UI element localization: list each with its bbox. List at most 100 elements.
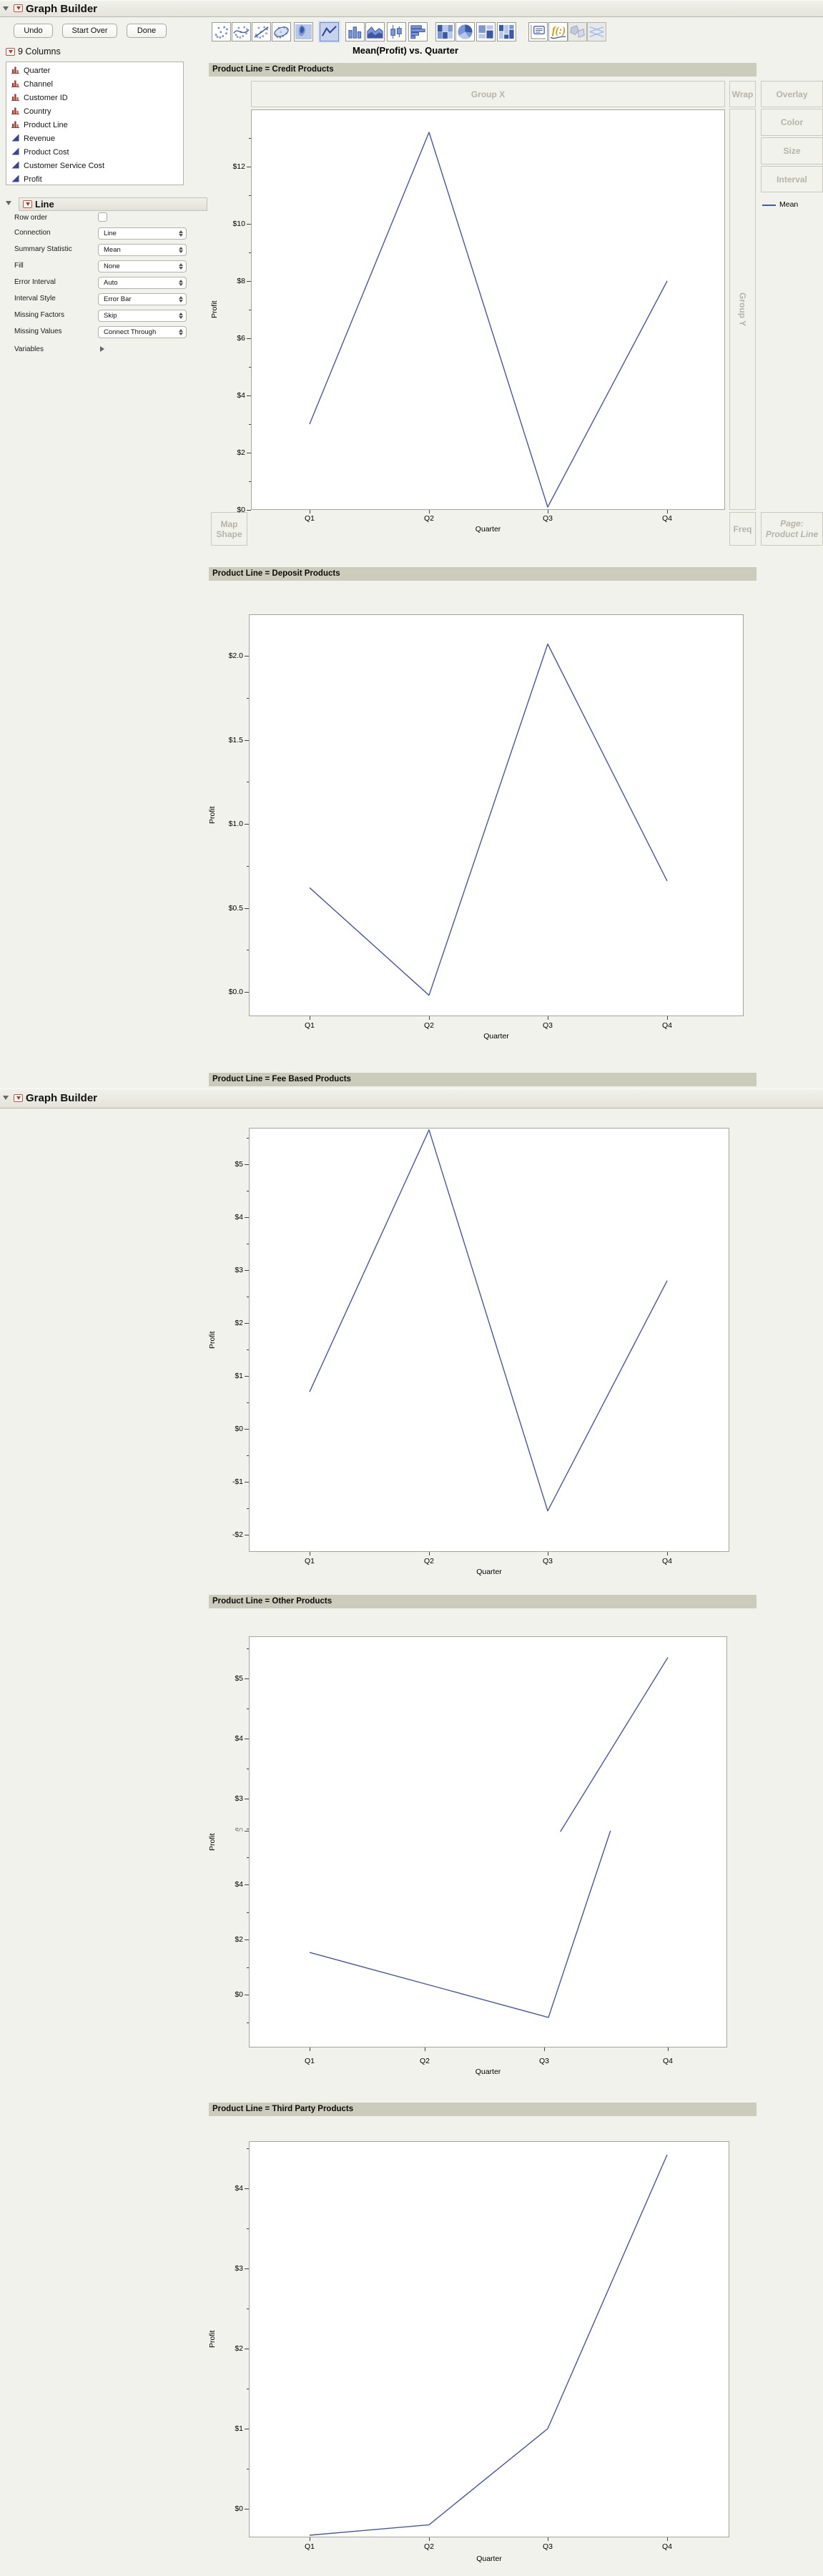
points-icon[interactable] <box>212 22 231 41</box>
missing-factors-select[interactable]: Skip <box>98 310 187 322</box>
column-item-customer-id[interactable]: Customer ID <box>6 91 183 104</box>
y-axis-tick <box>245 2268 249 2269</box>
y-tick-label: $2.0 <box>228 652 243 660</box>
y-tick-label: $12 <box>232 162 245 171</box>
mosaic-icon[interactable] <box>497 22 516 41</box>
y-axis-tick <box>245 1831 249 1832</box>
y-axis-minor-tick <box>247 697 249 699</box>
y-tick-label: -$2 <box>232 1530 243 1539</box>
plot-area[interactable] <box>249 1636 727 2047</box>
y-axis-tick <box>245 1217 249 1218</box>
red-triangle-menu-icon[interactable] <box>14 4 23 12</box>
column-item-product-cost[interactable]: Product Cost <box>6 145 183 159</box>
y-axis-minor-tick <box>247 1138 249 1139</box>
x-tick-label: Q2 <box>423 1021 434 1030</box>
y-axis-tick <box>245 1482 249 1483</box>
bar-icon[interactable] <box>345 22 365 41</box>
plot-area[interactable] <box>249 614 744 1016</box>
plot-area[interactable] <box>249 1128 729 1552</box>
y-tick-label: $3 <box>235 2264 243 2273</box>
heatmap-icon[interactable] <box>435 22 455 41</box>
group-y-label: Group Y <box>737 292 748 327</box>
treemap-icon[interactable] <box>476 22 496 41</box>
plot-area[interactable] <box>249 2141 729 2537</box>
y-axis-minor-tick <box>247 2228 249 2229</box>
interval-style-select[interactable]: Error Bar <box>98 293 187 305</box>
drop-zone-interval[interactable]: Interval <box>761 166 823 192</box>
caption-box-icon[interactable] <box>528 22 548 41</box>
line-red-triangle-icon[interactable] <box>23 200 32 208</box>
drop-zone-group-x[interactable]: Group X <box>251 81 725 107</box>
column-item-quarter[interactable]: Quarter <box>6 64 183 77</box>
y-tick-label: $0 <box>237 506 245 514</box>
variables-disclosure-icon[interactable] <box>100 346 104 352</box>
y-tick-label: $2 <box>235 1935 243 1944</box>
property-label-connection: Connection <box>14 229 51 237</box>
y-tick-label: $10 <box>232 220 245 228</box>
column-item-channel[interactable]: Channel <box>6 77 183 91</box>
contour-icon[interactable] <box>294 22 313 41</box>
column-item-profit[interactable]: Profit <box>6 172 183 186</box>
fill-select[interactable]: None <box>98 260 187 272</box>
drop-zone-group-y[interactable]: Group Y <box>729 109 756 510</box>
area-icon[interactable] <box>365 22 385 41</box>
red-triangle-menu-icon[interactable] <box>14 1094 23 1102</box>
property-label-variables: Variables <box>14 345 44 353</box>
drop-zone-map-shape[interactable]: Map Shape <box>211 512 247 546</box>
outline-disclosure-icon[interactable] <box>3 6 9 11</box>
summary-statistic-select[interactable]: Mean <box>98 244 187 256</box>
line-of-fit-icon[interactable] <box>252 22 271 41</box>
y-axis-minor-tick <box>249 481 251 482</box>
y-axis-tick <box>247 281 251 282</box>
column-label: Profit <box>24 174 42 184</box>
drop-zone-size[interactable]: Size <box>761 137 823 164</box>
line-icon[interactable] <box>320 22 339 41</box>
y-tick-label: $5 <box>235 1674 243 1683</box>
box-plot-icon[interactable] <box>387 22 406 41</box>
drop-zone-color[interactable]: Color <box>761 109 823 136</box>
done-button[interactable]: Done <box>127 24 167 38</box>
plot-area[interactable] <box>251 109 725 510</box>
smoother-icon[interactable] <box>232 22 251 41</box>
y-axis-title: Profit <box>208 1833 217 1851</box>
drop-zone-wrap[interactable]: Wrap <box>729 81 756 107</box>
chart-band-title: Product Line = Third Party Products <box>209 2103 757 2116</box>
outline-disclosure-icon[interactable] <box>3 1096 9 1100</box>
line-panel-disclosure-icon[interactable] <box>6 201 11 205</box>
row-order-checkbox[interactable] <box>98 212 107 222</box>
chart-band-title: Product Line = Other Products <box>209 1595 757 1608</box>
drop-zone-overlay[interactable]: Overlay <box>761 81 823 107</box>
x-axis-tick <box>668 2047 669 2051</box>
formula-icon[interactable]: f(:) <box>548 22 568 41</box>
undo-button[interactable]: Undo <box>14 24 53 38</box>
x-tick-label: Q3 <box>542 2542 553 2551</box>
select-arrows-icon <box>179 296 183 303</box>
x-axis-tick <box>429 2537 430 2541</box>
y-tick-label: $1 <box>235 2424 243 2433</box>
property-label-missing-factors: Missing Factors <box>14 311 65 319</box>
column-item-product-line[interactable]: Product Line <box>6 118 183 132</box>
property-label-summary-statistic: Summary Statistic <box>14 245 72 253</box>
column-item-revenue[interactable]: Revenue <box>6 132 183 145</box>
column-item-customer-service-cost[interactable]: Customer Service Cost <box>6 159 183 172</box>
missing-values-select[interactable]: Connect Through <box>98 326 187 338</box>
ellipse-icon[interactable] <box>272 22 291 41</box>
drop-zone-freq[interactable]: Freq <box>729 512 756 546</box>
error-interval-select[interactable]: Auto <box>98 277 187 289</box>
x-tick-label: Q2 <box>423 514 434 523</box>
column-item-country[interactable]: Country <box>6 104 183 118</box>
continuous-column-icon <box>11 174 19 185</box>
connection-select[interactable]: Line <box>98 227 187 240</box>
y-axis-minor-tick <box>247 1455 249 1456</box>
pie-icon[interactable] <box>455 22 475 41</box>
y-tick-label: $2 <box>235 1319 243 1327</box>
start-over-button[interactable]: Start Over <box>62 24 117 38</box>
columns-red-triangle-icon[interactable] <box>6 48 15 56</box>
continuous-column-icon <box>11 134 19 144</box>
y-axis-tick <box>247 395 251 396</box>
drop-zone-page[interactable]: Page: Product Line <box>761 512 823 546</box>
report1-title: Graph Builder <box>26 3 98 15</box>
select-arrows-icon <box>179 329 183 335</box>
histogram-icon[interactable] <box>408 22 428 41</box>
y-axis-title: Profit <box>210 300 219 319</box>
